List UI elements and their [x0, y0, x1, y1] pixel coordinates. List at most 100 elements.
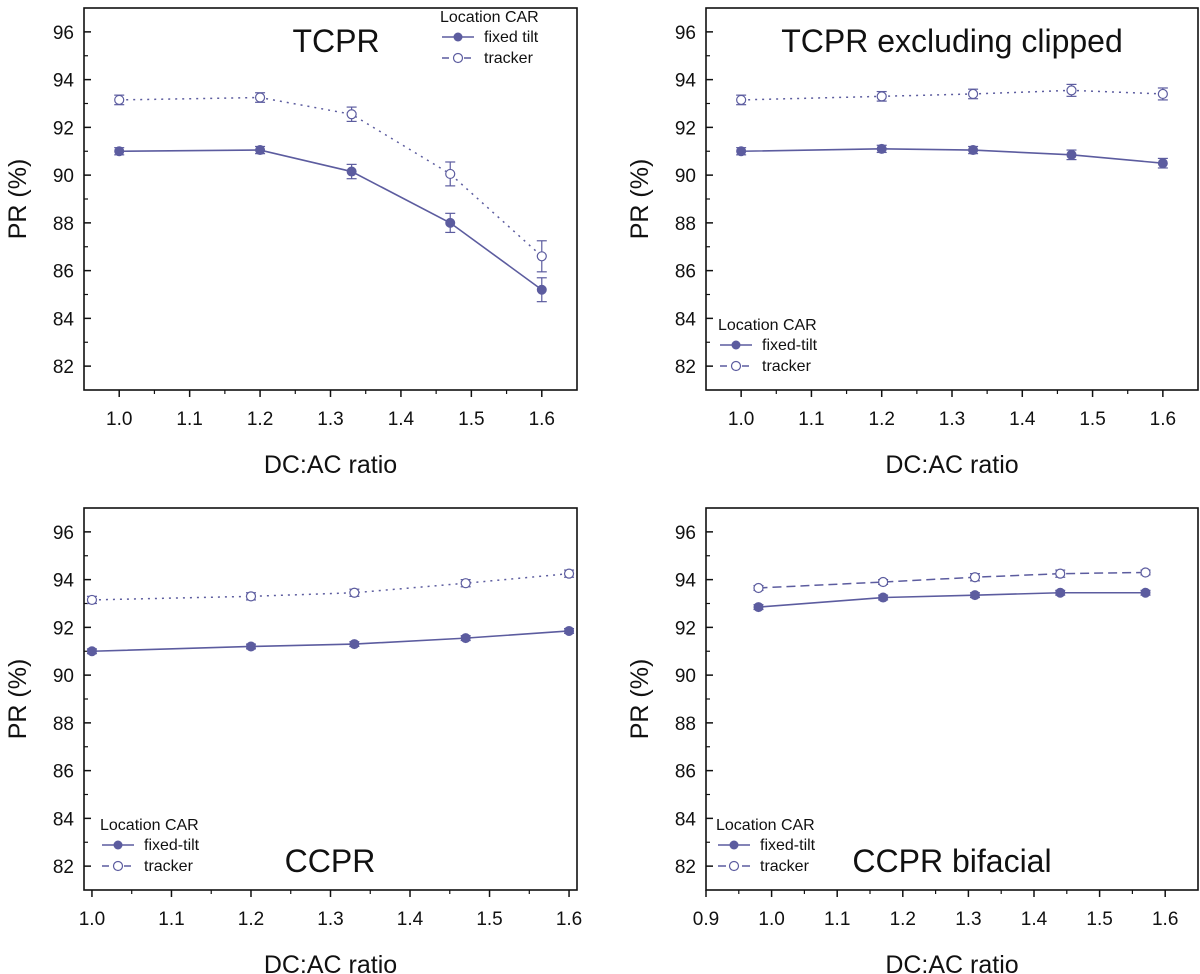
- legend-item: fixed tilt: [442, 29, 539, 46]
- x-tick-label: 1.0: [728, 409, 754, 430]
- x-tick-label: 1.6: [529, 409, 555, 430]
- y-tick-label: 92: [675, 618, 696, 639]
- data-point: [736, 146, 747, 157]
- x-tick-label: 1.5: [1079, 409, 1105, 430]
- x-tick-label: 1.6: [1152, 909, 1178, 930]
- x-tick-label: 1.2: [869, 409, 895, 430]
- y-tick-label: 96: [53, 523, 74, 544]
- data-point: [114, 146, 125, 157]
- y-tick-label: 96: [53, 23, 74, 44]
- y-tick-label: 94: [53, 571, 75, 592]
- chart-panel-4: 82 84 86 88 90 92 94 96 0.9 1.0 1.1 1.2 1.3 1.4 1.5 1.6…: [626, 507, 1199, 974]
- y-tick-label: 90: [53, 166, 74, 187]
- legend-title: Location CAR: [100, 817, 199, 834]
- x-tick-label: 0.9: [693, 909, 719, 930]
- data-point: [1157, 158, 1168, 169]
- legend-label: tracker: [762, 358, 812, 375]
- y-tick-label: 90: [53, 666, 74, 687]
- data-point: [254, 92, 266, 103]
- y-tick-label: 94: [675, 571, 697, 592]
- y-tick-label: 84: [53, 809, 75, 830]
- data-point: [968, 145, 979, 156]
- data-point: [878, 576, 889, 588]
- x-tick-label: 1.2: [247, 409, 273, 430]
- data-point: [245, 641, 256, 652]
- y-tick-label: 84: [53, 309, 75, 330]
- chart-title: TCPR excluding clipped: [781, 23, 1123, 59]
- x-axis-label: DC:AC ratio: [885, 951, 1018, 974]
- x-tick-label: 1.3: [939, 409, 965, 430]
- legend-item: tracker: [442, 50, 534, 67]
- series-line: [741, 148, 1163, 164]
- legend: Location CAR fixed-tilt tracker: [716, 817, 816, 875]
- y-tick-label: 92: [53, 118, 74, 139]
- legend: Location CAR fixed-tilt tracker: [718, 317, 818, 375]
- data-point: [536, 251, 547, 262]
- series-tracker: [114, 92, 547, 273]
- chart-panel-2: 82 84 86 88 90 92 94 96 1.0 1.1 1.2 1.3 1.4 1.5 1.6 DC:…: [626, 7, 1199, 479]
- data-point: [878, 592, 889, 603]
- legend-label: fixed tilt: [484, 29, 539, 46]
- legend-item: tracker: [102, 858, 194, 875]
- legend-marker-swatch: [731, 340, 741, 350]
- x-tick-label: 1.3: [955, 909, 981, 930]
- chart-title: CCPR: [285, 843, 376, 879]
- x-axis-label: DC:AC ratio: [885, 451, 1018, 479]
- data-point: [536, 284, 547, 295]
- x-tick-label: 1.5: [1086, 909, 1112, 930]
- x-tick-label: 1.2: [890, 909, 916, 930]
- y-tick-label: 96: [675, 523, 696, 544]
- series-line: [758, 571, 1146, 589]
- y-tick-label: 86: [53, 762, 74, 783]
- x-tick-label: 1.0: [79, 909, 105, 930]
- y-tick-label: 82: [53, 857, 74, 878]
- x-tick-label: 1.5: [476, 909, 502, 930]
- y-tick-label: 84: [675, 809, 697, 830]
- data-point: [460, 578, 471, 589]
- data-point: [876, 91, 887, 102]
- legend-title: Location CAR: [718, 317, 817, 334]
- y-axis-label: PR (%): [626, 159, 654, 240]
- data-point: [460, 633, 471, 644]
- legend-item: fixed-tilt: [720, 337, 818, 354]
- chart-title: CCPR bifacial: [852, 843, 1051, 879]
- data-point: [346, 166, 357, 177]
- data-point: [969, 590, 980, 601]
- data-point: [967, 88, 979, 100]
- chart-panel-3: 82 84 86 88 90 92 94 96 1.0 1.1 1.2 1.3 1.4 1.5 1.6 DC:…: [4, 507, 582, 974]
- y-tick-label: 90: [675, 166, 696, 187]
- data-point: [1066, 85, 1077, 96]
- y-tick-label: 88: [53, 714, 74, 735]
- legend-item: fixed-tilt: [718, 837, 816, 854]
- x-tick-label: 1.1: [176, 409, 202, 430]
- y-tick-label: 86: [53, 262, 74, 283]
- legend-marker-swatch: [730, 360, 742, 372]
- legend-marker-swatch: [113, 840, 123, 850]
- y-tick-label: 90: [675, 666, 696, 687]
- data-point: [114, 94, 125, 106]
- y-tick-label: 82: [53, 357, 74, 378]
- legend-item: tracker: [718, 858, 810, 875]
- chart-title: TCPR: [292, 23, 379, 59]
- data-point: [1140, 567, 1151, 578]
- data-point: [86, 594, 98, 606]
- x-tick-label: 1.0: [106, 409, 132, 430]
- legend-label: tracker: [144, 858, 194, 875]
- x-tick-label: 1.4: [1009, 409, 1036, 430]
- legend-marker-swatch: [452, 52, 464, 64]
- x-axis-label: DC:AC ratio: [264, 951, 397, 974]
- series-line: [91, 572, 570, 601]
- legend-label: fixed-tilt: [762, 337, 818, 354]
- y-tick-label: 94: [53, 71, 75, 92]
- data-point: [255, 145, 266, 156]
- data-point: [349, 639, 360, 650]
- y-tick-label: 92: [675, 118, 696, 139]
- data-point: [1055, 587, 1066, 598]
- data-point: [1140, 587, 1151, 598]
- y-tick-label: 84: [675, 309, 697, 330]
- data-point: [969, 572, 981, 583]
- legend: Location CAR fixed-tilt tracker: [100, 817, 200, 875]
- series-fixed-tilt: [753, 587, 1151, 613]
- series-tracker: [86, 568, 575, 606]
